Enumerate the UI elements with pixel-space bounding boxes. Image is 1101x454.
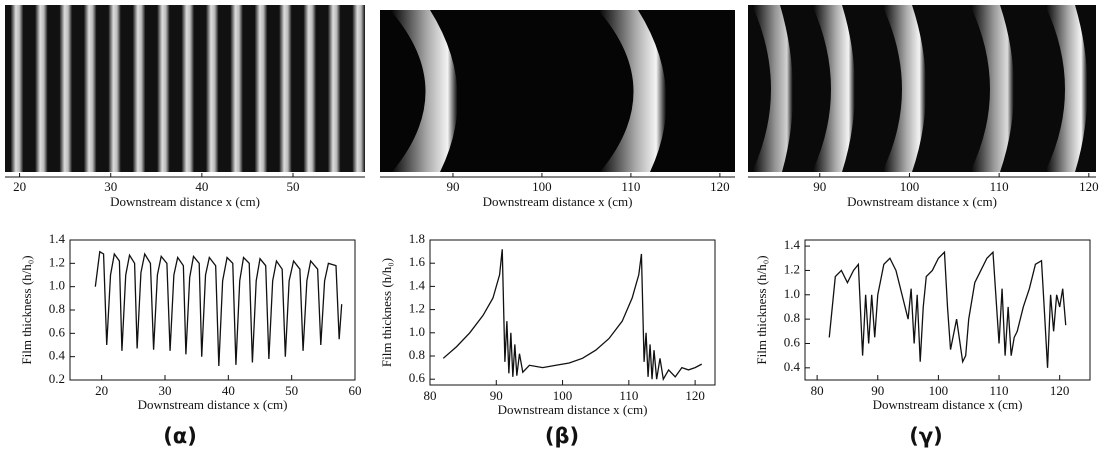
x-tick-label: 90	[490, 388, 503, 403]
x-axis-label: Downstream distance x (cm)	[847, 194, 997, 209]
y-axis-label: Film thickness (h/h₀)	[754, 255, 769, 364]
x-tick-label: 40	[222, 383, 235, 398]
image-beta	[380, 10, 735, 172]
y-tick-label: 0.6	[409, 370, 426, 385]
y-tick-label: 1.4	[409, 277, 426, 292]
y-tick-label: 1.2	[49, 254, 65, 269]
x-tick-label: 90	[446, 179, 459, 194]
x-tick-label: 30	[104, 179, 117, 194]
x-tick-label: 90	[813, 179, 826, 194]
y-tick-label: 0.8	[49, 301, 65, 316]
y-tick-label: 1.2	[784, 261, 800, 276]
x-tick-label: 120	[1050, 383, 1070, 398]
x-tick-label: 120	[685, 388, 705, 403]
y-tick-label: 0.8	[409, 347, 425, 362]
x-tick-label: 120	[1079, 179, 1099, 194]
y-tick-label: 1.4	[784, 237, 801, 252]
y-tick-label: 0.6	[49, 324, 66, 339]
y-tick-label: 0.6	[784, 334, 801, 349]
y-tick-label: 1.8	[409, 231, 425, 246]
y-tick-label: 0.4	[784, 359, 801, 374]
data-line	[94, 250, 343, 367]
x-tick-label: 120	[710, 179, 730, 194]
x-tick-label: 90	[871, 383, 884, 398]
x-tick-label: 20	[13, 179, 26, 194]
image-alpha	[5, 5, 365, 172]
y-tick-label: 0.2	[49, 371, 65, 386]
x-tick-label: 20	[95, 383, 108, 398]
y-axis-label: Film thickness (h/h₀)	[19, 255, 34, 364]
panel-label: (γ)	[909, 424, 943, 448]
x-tick-label: 110	[621, 179, 640, 194]
y-tick-label: 0.8	[784, 310, 800, 325]
x-tick-label: 100	[532, 179, 552, 194]
y-tick-label: 1.6	[409, 254, 426, 269]
x-tick-label: 50	[285, 383, 298, 398]
x-tick-label: 80	[811, 383, 824, 398]
plot-frame	[429, 239, 716, 386]
y-tick-label: 1.0	[784, 286, 800, 301]
panel-label: (β)	[545, 424, 579, 448]
x-tick-label: 110	[990, 179, 1009, 194]
x-axis-label: Downstream distance x (cm)	[483, 194, 633, 209]
y-tick-label: 1.4	[49, 231, 66, 246]
image-gamma	[748, 5, 1096, 172]
x-tick-label: 110	[990, 383, 1009, 398]
y-tick-label: 1.0	[49, 278, 65, 293]
x-tick-label: 40	[195, 179, 208, 194]
y-axis-label: Film thickness (h/h₀)	[379, 258, 394, 367]
y-tick-label: 1.2	[409, 301, 425, 316]
x-axis-label: Downstream distance x (cm)	[873, 397, 1023, 412]
x-axis-label: Downstream distance x (cm)	[138, 397, 288, 412]
data-line	[828, 250, 1067, 368]
x-tick-label: 100	[900, 179, 920, 194]
x-tick-label: 110	[619, 388, 638, 403]
x-tick-label: 60	[349, 383, 362, 398]
x-axis-label: Downstream distance x (cm)	[498, 402, 648, 417]
x-tick-label: 80	[424, 388, 437, 403]
x-tick-label: 100	[553, 388, 573, 403]
x-tick-label: 50	[287, 179, 300, 194]
x-tick-label: 100	[929, 383, 949, 398]
x-tick-label: 30	[159, 383, 172, 398]
y-tick-label: 0.4	[49, 348, 66, 363]
plot-frame	[804, 239, 1091, 381]
data-line	[442, 249, 703, 382]
x-axis-label: Downstream distance x (cm)	[110, 194, 260, 209]
panel-label: (α)	[163, 424, 197, 448]
y-tick-label: 1.0	[409, 324, 425, 339]
